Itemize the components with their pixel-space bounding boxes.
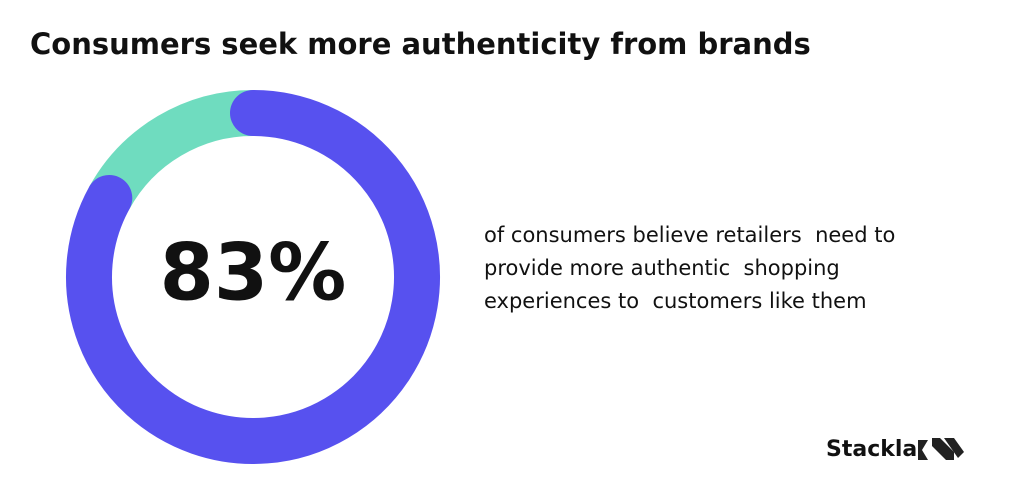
- donut: [66, 90, 440, 464]
- description-line: provide more authentic shopping: [484, 256, 840, 280]
- description: of consumers believe retailers need to pr…: [484, 223, 895, 313]
- donut-segment: [89, 90, 254, 210]
- description-line: experiences to customers like them: [484, 289, 867, 313]
- brand-logo-text: Stackla: [826, 437, 917, 462]
- description-line: of consumers believe retailers need to: [484, 223, 895, 247]
- chart-title: Consumers seek more authenticity from br…: [30, 27, 811, 61]
- logo-shape: [932, 438, 954, 460]
- brand-logo-icon: [918, 438, 964, 460]
- logo-shape: [944, 438, 964, 458]
- center-value-label: 83%: [160, 228, 347, 318]
- donut-segment: [66, 90, 440, 464]
- logo-shape: [918, 440, 928, 460]
